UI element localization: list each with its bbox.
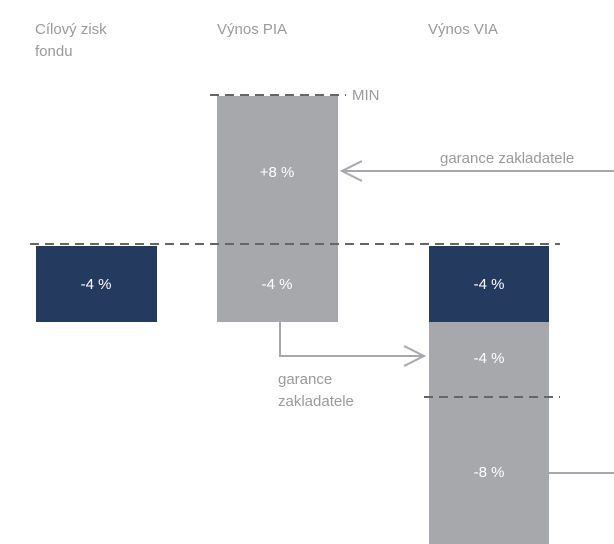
column-title: Cílový zisk [35, 21, 107, 38]
annotation: garance zakladatele [440, 150, 574, 167]
arrow-head [339, 160, 363, 182]
arrow-head [403, 345, 427, 367]
box-gray [217, 96, 338, 322]
column-title: Výnos PIA [217, 21, 287, 38]
arrow [279, 322, 424, 357]
column-title: Výnos VIA [428, 21, 498, 38]
box-label: +8 % [260, 164, 295, 181]
box-gray [429, 322, 549, 544]
box-label: -4 % [474, 276, 505, 293]
box-label: -8 % [474, 464, 505, 481]
box-label: -4 % [81, 276, 112, 293]
box-label: -4 % [474, 350, 505, 367]
annotation: garance [278, 371, 332, 388]
box-dark [36, 246, 157, 322]
box-label: -4 % [262, 276, 293, 293]
column-title: fondu [35, 43, 73, 60]
annotation: zakladatele [278, 393, 354, 410]
min-label: MIN [352, 87, 380, 104]
box-dark [429, 246, 549, 322]
